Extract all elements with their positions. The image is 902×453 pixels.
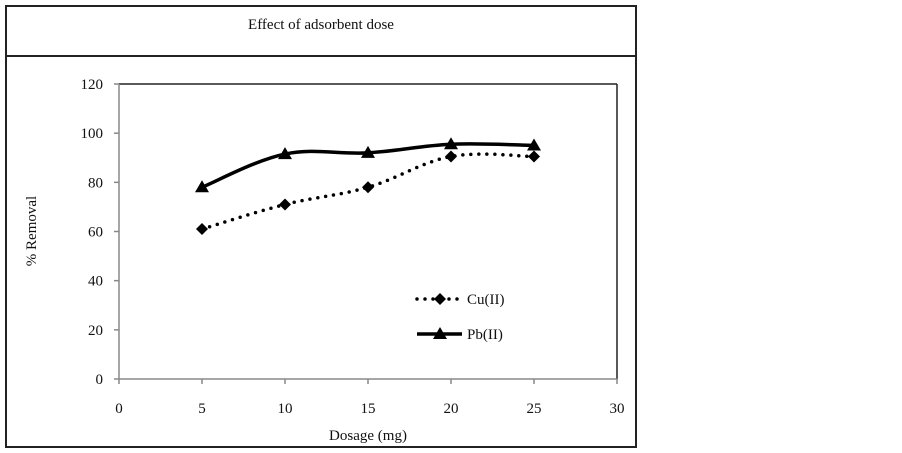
legend-item-pbii: Pb(II) (417, 327, 503, 343)
data-point-cuii (196, 223, 208, 236)
data-point-pbii (195, 180, 209, 193)
x-tick-label: 5 (198, 401, 206, 417)
figure-frame: Effect of adsorbent dose (5, 5, 637, 448)
y-tick-label: 100 (81, 126, 104, 142)
y-tick-label: 20 (88, 323, 103, 339)
series-layer (195, 137, 541, 236)
title-row: Effect of adsorbent dose (7, 7, 635, 57)
y-tick-label: 60 (88, 225, 103, 241)
series-pbii (195, 137, 541, 193)
data-point-cuii (279, 198, 291, 211)
x-axis-title: Dosage (mg) (329, 428, 407, 444)
legend-marker-pbii (433, 327, 447, 339)
data-point-pbii (444, 137, 458, 150)
data-point-cuii (528, 150, 540, 163)
y-tick-label: 0 (96, 372, 104, 388)
data-point-pbii (278, 147, 292, 160)
x-tick-label: 30 (610, 401, 625, 417)
legend: Cu(II) Pb(II) (415, 292, 505, 343)
data-point-pbii (361, 145, 375, 158)
data-point-cuii (445, 150, 457, 163)
series-line-cuii (200, 152, 536, 231)
y-axis-title: % Removal (24, 196, 40, 266)
axes (118, 84, 617, 380)
plot-area (119, 83, 618, 379)
legend-item-cuii: Cu(II) (415, 292, 505, 308)
legend-label-cuii: Cu(II) (467, 292, 505, 308)
x-tick-label: 25 (527, 401, 542, 417)
y-tick-label: 80 (88, 175, 103, 191)
chart-title: Effect of adsorbent dose (248, 17, 394, 33)
data-point-cuii (362, 181, 374, 194)
data-point-pbii (527, 138, 541, 151)
ticks: 0 5 10 15 20 25 30 0 20 40 60 80 100 120 (81, 77, 625, 417)
x-tick-label: 20 (444, 401, 459, 417)
x-tick-label: 15 (361, 401, 376, 417)
legend-label-pbii: Pb(II) (467, 327, 503, 343)
x-tick-label: 0 (115, 401, 123, 417)
legend-marker-cuii (434, 293, 446, 305)
y-tick-label: 40 (88, 274, 103, 290)
series-cuii (196, 150, 540, 236)
y-tick-label: 120 (81, 77, 104, 93)
x-tick-label: 10 (278, 401, 293, 417)
